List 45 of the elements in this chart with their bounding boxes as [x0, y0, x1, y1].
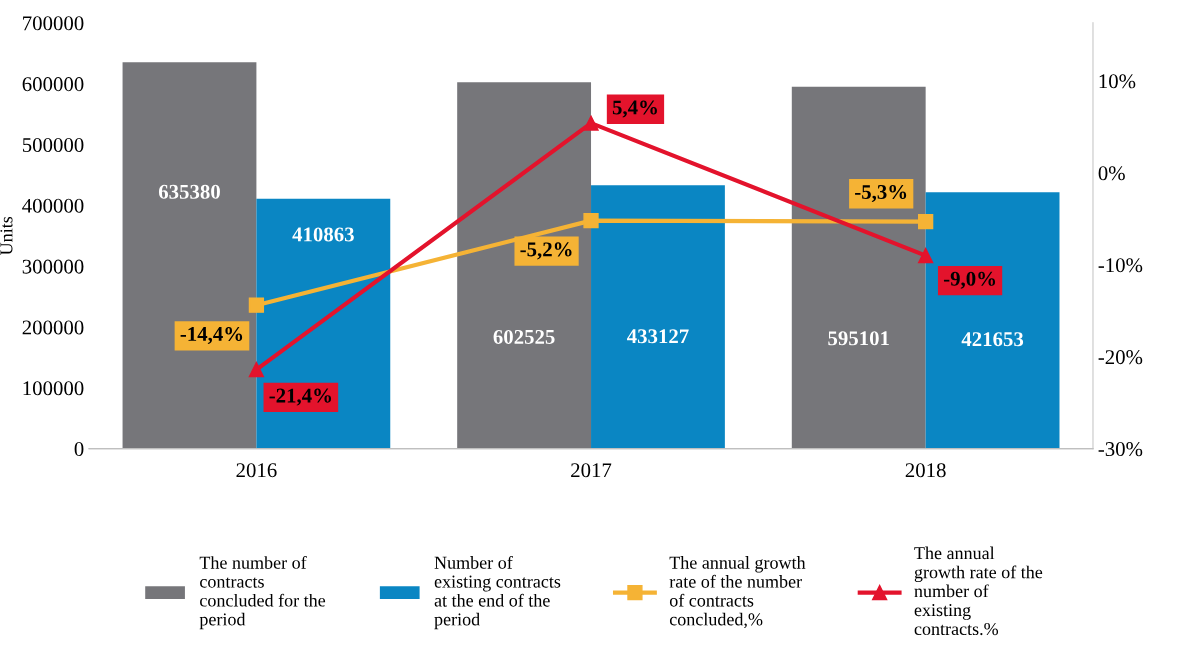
- y-tick-label: 200000: [22, 320, 84, 335]
- data-label: -14,4%: [180, 326, 243, 345]
- bar: [925, 192, 1060, 449]
- point: [918, 247, 934, 264]
- data-label: 410863: [292, 227, 354, 242]
- legend-label: The annual growth rate of the number of contracts concluded,%: [669, 556, 806, 629]
- legend-label: Number of existing contracts at the end of the period: [434, 555, 561, 630]
- data-label: -5,2%: [520, 242, 572, 260]
- data-label: 421653: [961, 332, 1024, 347]
- point: [248, 361, 265, 378]
- y-tick-label: 700000: [23, 16, 84, 31]
- data-label: 5,4%: [612, 100, 657, 118]
- y-tick-label: 0: [74, 442, 84, 457]
- bar: [256, 198, 391, 449]
- bar: [791, 86, 926, 449]
- y-tick-label: 100000: [23, 381, 84, 396]
- point: [248, 297, 265, 313]
- point: [583, 212, 599, 229]
- bar: [457, 82, 592, 449]
- bar: [591, 185, 725, 449]
- y-tick-label: 500000: [22, 137, 84, 152]
- y2-tick-label: -20%: [1098, 350, 1143, 365]
- data-label: 433127: [626, 329, 689, 344]
- y-axis-title: Units: [0, 216, 13, 255]
- point: [583, 115, 599, 131]
- y2-tick-label: -10%: [1098, 258, 1143, 273]
- x-tick-label: 2017: [571, 463, 612, 478]
- y2-tick-label: -30%: [1098, 442, 1143, 457]
- x-tick-label: 2018: [905, 463, 946, 478]
- y2-tick-label: 10%: [1099, 74, 1136, 89]
- data-label: 602525: [493, 329, 555, 344]
- y-tick-label: 400000: [22, 198, 84, 213]
- point: [918, 213, 934, 230]
- legend-label: The number of contracts concluded for the period: [199, 555, 326, 630]
- x-tick-label: 2016: [236, 463, 277, 478]
- data-label: 635380: [158, 184, 220, 199]
- bar: [122, 62, 257, 449]
- data-label: -9,0%: [943, 271, 996, 289]
- y-tick-label: 300000: [22, 259, 84, 274]
- y-tick-label: 600000: [22, 77, 84, 92]
- data-label: -21,4%: [269, 388, 332, 406]
- data-label: 595101: [828, 331, 889, 346]
- data-label: -5,3%: [855, 184, 907, 202]
- y2-tick-label: 0%: [1098, 166, 1125, 181]
- legend-label: The annual growth rate of the number of existing contracts.%: [914, 546, 1043, 636]
